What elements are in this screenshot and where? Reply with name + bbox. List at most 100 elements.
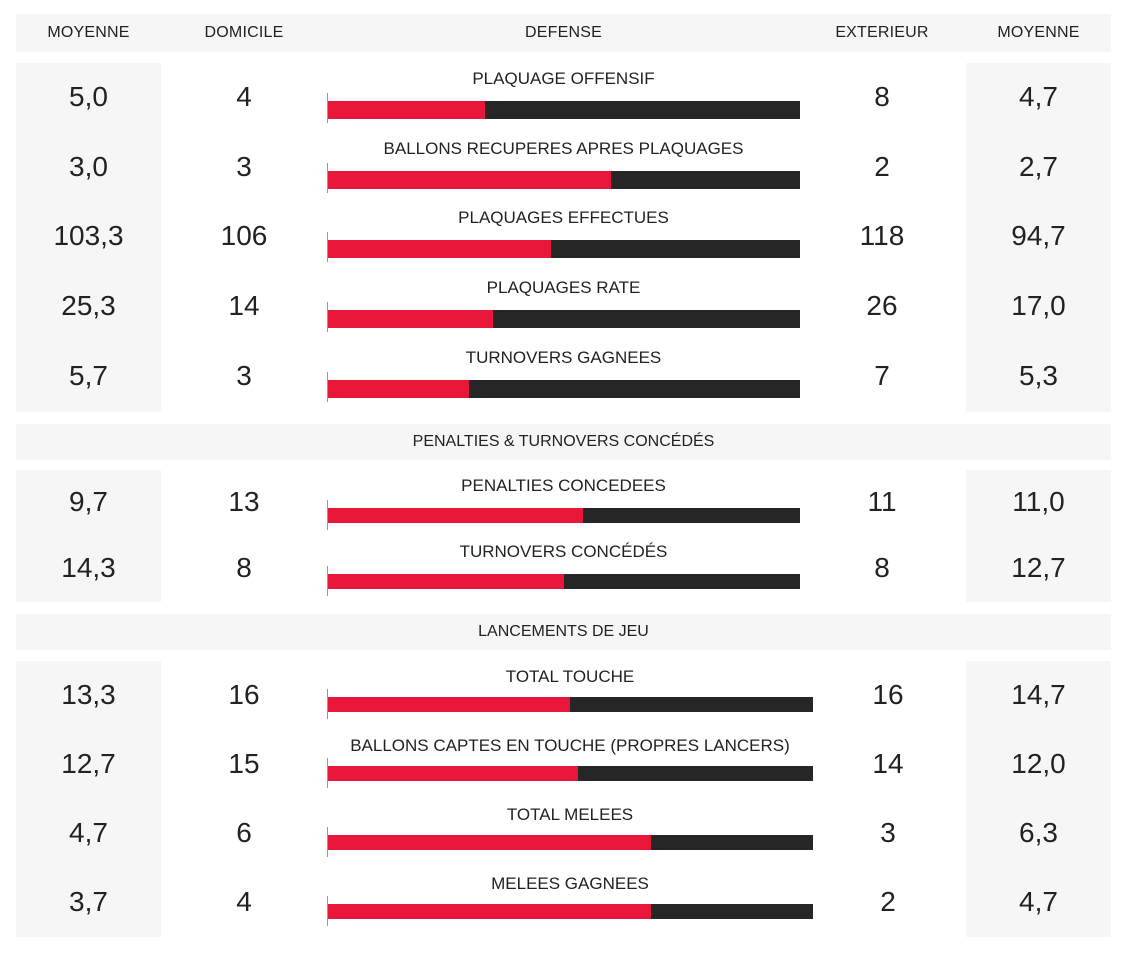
avg-home-value: 3,0: [69, 151, 108, 182]
avg-away-value: 17,0: [1011, 290, 1066, 321]
home-value: 8: [236, 552, 252, 583]
stat-bar: [327, 697, 813, 712]
bar-tick: [327, 758, 328, 788]
header-center: DEFENSE: [525, 24, 602, 41]
stat-bar: [327, 904, 813, 919]
stat-label: PLAQUAGE OFFENSIF: [472, 69, 655, 88]
stat-bar: [327, 835, 813, 850]
home-bar-fill: [327, 171, 611, 189]
avg-home-value: 14,3: [61, 552, 116, 583]
stat-label: PLAQUAGES EFFECTUES: [458, 208, 669, 227]
home-value: 4: [236, 81, 252, 112]
avg-home-panel-penalties: [16, 470, 161, 602]
stat-label: BALLONS RECUPERES APRES PLAQUAGES: [383, 139, 744, 158]
home-bar-fill: [327, 697, 570, 712]
avg-away-value: 94,7: [1011, 220, 1066, 251]
home-bar-fill: [327, 240, 551, 258]
away-value: 14: [872, 747, 904, 779]
away-value: 2: [880, 885, 896, 917]
avg-home-value: 9,7: [69, 486, 108, 517]
stat-row: 9,7 13 PENALTIES CONCEDEES 11 11,0: [0, 470, 1136, 536]
header-away: EXTERIEUR: [835, 24, 929, 41]
home-bar-fill: [327, 574, 564, 589]
avg-away-value: 12,0: [1011, 747, 1066, 779]
avg-away-value: 2,7: [1019, 151, 1058, 182]
stat-label: BALLONS CAPTES EN TOUCHE (PROPRES LANCER…: [350, 736, 790, 755]
stat-bar: [327, 240, 800, 258]
away-value: 8: [874, 552, 890, 583]
avg-home-value: 103,3: [53, 220, 124, 251]
bar-tick: [327, 163, 328, 193]
stat-label: TOTAL MELEES: [506, 805, 634, 824]
avg-away-panel-penalties: [966, 470, 1111, 602]
home-value: 3: [236, 360, 252, 391]
avg-away-panel-lancements: [966, 661, 1111, 937]
stat-bar: [327, 766, 813, 781]
stat-label: MELEES GAGNEES: [491, 874, 649, 893]
home-bar-fill: [327, 310, 493, 328]
away-value: 16: [872, 678, 904, 710]
bar-tick: [327, 302, 328, 332]
avg-home-value: 13,3: [61, 678, 116, 710]
home-bar-fill: [327, 101, 486, 119]
stat-label: TURNOVERS CONCÉDÉS: [459, 542, 668, 561]
home-bar-fill: [327, 835, 652, 850]
avg-home-panel-defense: [16, 63, 161, 412]
stat-bar: [327, 380, 800, 398]
home-value: 3: [236, 151, 252, 182]
home-value: 13: [228, 486, 260, 517]
stat-row: 5,7 3 TURNOVERS GAGNEES 7 5,3: [0, 342, 1136, 412]
avg-home-panel-lancements: [16, 661, 161, 937]
stat-row: 5,0 4 PLAQUAGE OFFENSIF 8 4,7: [0, 63, 1136, 133]
home-value: 16: [228, 678, 260, 710]
stat-row: 12,7 15 BALLONS CAPTES EN TOUCHE (PROPRES …: [0, 730, 1136, 799]
bar-tick: [327, 232, 328, 262]
stat-bar: [327, 171, 800, 189]
home-value: 6: [236, 816, 252, 848]
header-home: DOMICILE: [204, 24, 284, 41]
stat-label: TURNOVERS GAGNEES: [465, 348, 662, 367]
stat-row: 13,3 16 TOTAL TOUCHE 16 14,7: [0, 661, 1136, 730]
avg-home-value: 3,7: [69, 885, 108, 917]
header-avg-right: MOYENNE: [997, 24, 1080, 41]
bar-tick: [327, 500, 328, 530]
avg-away-value: 4,7: [1019, 81, 1058, 112]
stat-row: 3,0 3 BALLONS RECUPERES APRES PLAQUAGES 2 2,…: [0, 133, 1136, 203]
away-value: 11: [867, 486, 897, 517]
home-value: 14: [228, 290, 260, 321]
section-title-lancements: LANCEMENTS DE JEU: [16, 614, 1111, 650]
avg-home-value: 5,7: [69, 360, 108, 391]
avg-away-value: 5,3: [1019, 360, 1058, 391]
away-value: 26: [866, 290, 898, 321]
home-bar-fill: [327, 766, 579, 781]
avg-home-value: 25,3: [61, 290, 116, 321]
away-value: 8: [874, 81, 890, 112]
avg-home-value: 12,7: [61, 747, 116, 779]
home-bar-fill: [327, 508, 584, 523]
stat-row: 25,3 14 PLAQUAGES RATE 26 17,0: [0, 272, 1136, 342]
home-value: 106: [220, 220, 268, 251]
stat-row: 3,7 4 MELEES GAGNEES 2 4,7: [0, 868, 1136, 937]
avg-away-value: 4,7: [1019, 885, 1058, 917]
stat-row: 14,3 8 TURNOVERS CONCÉDÉS 8 12,7: [0, 536, 1136, 602]
stat-bar: [327, 508, 800, 523]
stat-bar: [327, 574, 800, 589]
header-avg-left: MOYENNE: [47, 24, 130, 41]
away-value: 7: [874, 360, 890, 391]
stat-label: TOTAL TOUCHE: [505, 667, 635, 686]
stat-row: 103,3 106 PLAQUAGES EFFECTUES 118 94,7: [0, 202, 1136, 272]
bar-tick: [327, 93, 328, 123]
home-value: 15: [228, 747, 260, 779]
bar-tick: [327, 689, 328, 719]
stat-bar: [327, 101, 800, 119]
avg-away-panel-defense: [966, 63, 1111, 412]
home-bar-fill: [327, 904, 652, 919]
home-bar-fill: [327, 380, 469, 398]
away-value: 2: [874, 151, 890, 182]
avg-away-value: 6,3: [1019, 816, 1058, 848]
avg-home-value: 4,7: [69, 816, 108, 848]
away-value: 3: [880, 816, 896, 848]
bar-tick: [327, 372, 328, 402]
stat-row: 4,7 6 TOTAL MELEES 3 6,3: [0, 799, 1136, 868]
avg-away-value: 11,0: [1012, 486, 1065, 517]
